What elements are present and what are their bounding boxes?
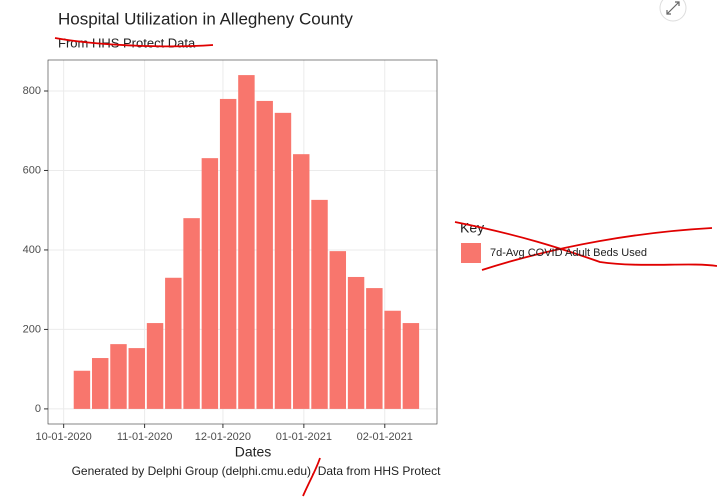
chart-title: Hospital Utilization in Allegheny County (58, 9, 353, 28)
bar (329, 251, 347, 409)
bar (384, 310, 401, 409)
y-tick-label: 800 (23, 85, 41, 97)
bar (91, 358, 109, 409)
chart-subtitle: From HHS Protect Data (58, 35, 196, 50)
bar (165, 277, 182, 409)
y-tick-label: 0 (35, 403, 41, 415)
x-axis-label: Dates (235, 444, 272, 460)
bar (219, 98, 237, 409)
bar (73, 370, 91, 409)
bar (311, 199, 328, 409)
x-tick-label: 11-01-2020 (117, 431, 172, 443)
bar (183, 218, 200, 409)
x-tick-label: 01-01-2021 (276, 431, 332, 443)
legend-swatch (461, 243, 481, 263)
scribble (302, 457, 321, 497)
x-tick-label: 02-01-2021 (357, 431, 413, 443)
caption: Generated by Delphi Group (delphi.cmu.ed… (72, 464, 442, 478)
y-tick-label: 400 (23, 244, 41, 256)
scribble (454, 221, 717, 267)
plot-border (47, 59, 438, 425)
bar (238, 75, 255, 409)
bar (366, 288, 383, 409)
scribble (54, 37, 214, 48)
bar (146, 323, 164, 409)
bar (293, 154, 310, 409)
expand-circle[interactable] (659, 0, 687, 22)
scribble (481, 227, 713, 271)
y-tick-label: 600 (23, 164, 41, 176)
bar (128, 348, 145, 409)
bar (347, 276, 365, 409)
bar (402, 323, 420, 409)
y-tick-label: 200 (23, 323, 41, 335)
bar (201, 158, 219, 409)
legend-label: 7d-Avg COVID Adult Beds Used (490, 247, 647, 259)
expand-button[interactable] (659, 0, 687, 22)
x-tick-label: 10-01-2020 (36, 431, 92, 443)
bar (110, 344, 127, 409)
bar (274, 112, 292, 409)
hand-annotations (54, 37, 717, 497)
x-tick-label: 12-01-2020 (195, 431, 251, 443)
expand-icon[interactable] (666, 1, 680, 15)
bar (256, 100, 273, 409)
